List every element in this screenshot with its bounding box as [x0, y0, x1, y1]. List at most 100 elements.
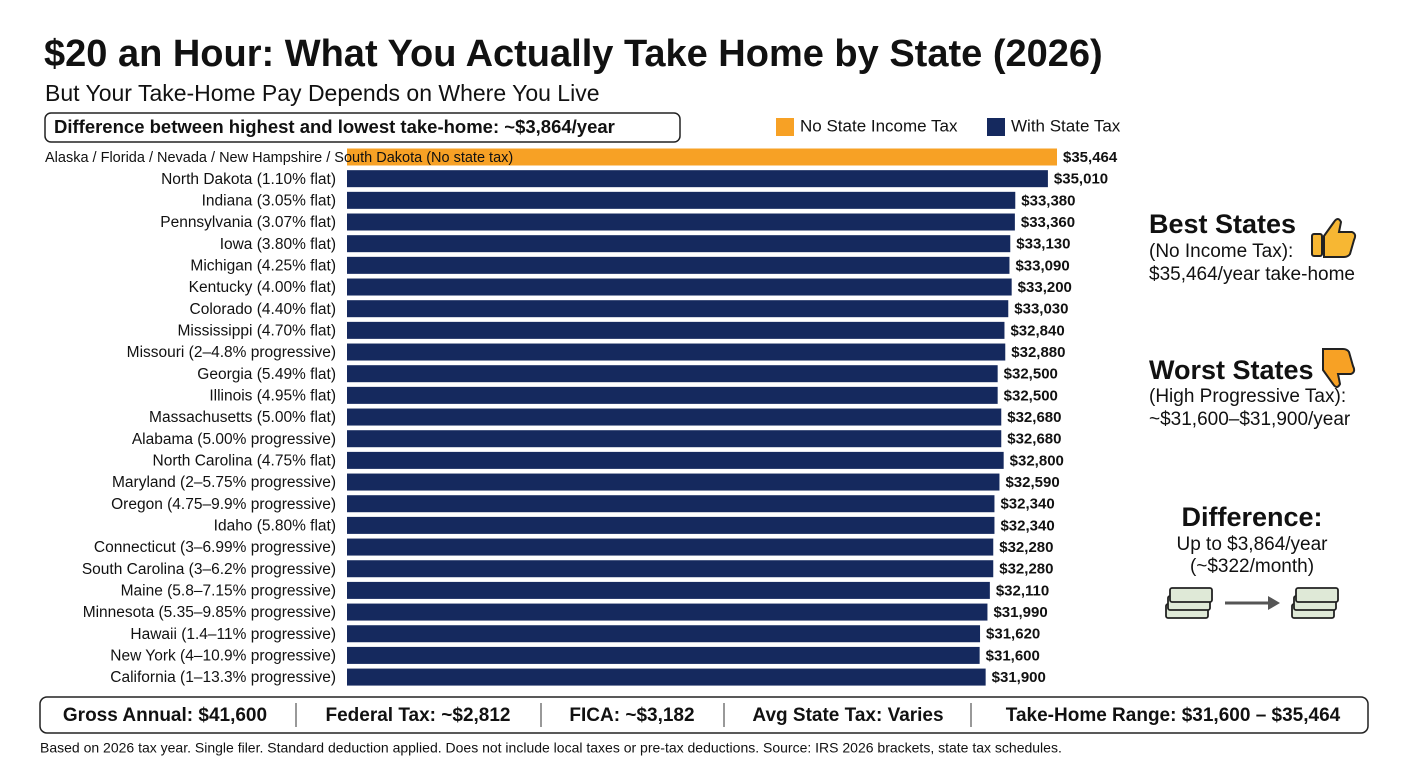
- bar: [347, 473, 1000, 491]
- bar: [347, 343, 1006, 361]
- bar: [347, 386, 998, 404]
- value-label: $33,200: [1018, 279, 1072, 296]
- thumbs-up-icon: [1311, 218, 1357, 258]
- panel-text: (No Income Tax):: [1149, 241, 1293, 262]
- bar: [347, 451, 1004, 469]
- category-label: Mississippi (4.70% flat): [178, 322, 337, 339]
- legend-label: No State Income Tax: [800, 116, 958, 135]
- money-icon: [1291, 587, 1339, 619]
- bar: [347, 235, 1011, 253]
- panel-heading: Best States: [1149, 209, 1296, 239]
- category-label: Alaska / Florida / Nevada / New Hampshir…: [45, 150, 513, 166]
- category-label: Pennsylvania (3.07% flat): [160, 214, 336, 231]
- category-label: Kentucky (4.00% flat): [189, 279, 336, 296]
- bar: [347, 278, 1012, 296]
- footnote: Based on 2026 tax year. Single filer. St…: [40, 740, 1062, 756]
- category-label: Oregon (4.75–9.9% progressive): [111, 496, 336, 513]
- legend-swatch: [776, 118, 794, 136]
- panel-heading: Worst States: [1149, 355, 1314, 385]
- value-label: $33,380: [1021, 192, 1075, 209]
- category-label: Hawaii (1.4–11% progressive): [130, 626, 336, 643]
- value-label: $32,280: [999, 539, 1053, 556]
- value-label: $31,600: [986, 647, 1040, 664]
- category-label: Connecticut (3–6.99% progressive): [94, 539, 336, 556]
- summary-dividers: [295, 703, 972, 727]
- panel-text: $35,464/year take-home: [1149, 264, 1355, 285]
- panel-text: (High Progressive Tax):: [1149, 386, 1346, 407]
- callout-box: [44, 112, 681, 143]
- money-icon: [1165, 587, 1213, 619]
- value-label: $31,900: [992, 669, 1046, 686]
- category-label: Missouri (2–4.8% progressive): [127, 344, 336, 361]
- category-label: Colorado (4.40% flat): [190, 301, 336, 318]
- value-label: $33,360: [1021, 214, 1075, 231]
- value-label: $32,280: [999, 561, 1053, 578]
- arrow: [1225, 596, 1280, 610]
- bar: [347, 213, 1015, 231]
- bar: [347, 148, 1057, 166]
- callout: Difference between highest and lowest ta…: [54, 116, 615, 137]
- panel-text: (~$322/month): [1190, 556, 1314, 577]
- category-label: North Dakota (1.10% flat): [161, 171, 336, 188]
- bar: [347, 300, 1009, 318]
- summary-item: Gross Annual: $41,600: [63, 705, 267, 726]
- value-label: $32,800: [1010, 452, 1064, 469]
- value-label: $32,340: [1000, 517, 1054, 534]
- value-label: $32,340: [1000, 496, 1054, 513]
- value-label: $33,130: [1016, 236, 1070, 253]
- bar: [347, 560, 994, 578]
- value-label: $32,590: [1005, 474, 1059, 491]
- bar: [347, 191, 1016, 209]
- bar: [347, 581, 990, 599]
- category-label: Maryland (2–5.75% progressive): [112, 474, 336, 491]
- summary-item: FICA: ~$3,182: [569, 705, 694, 726]
- bar: [347, 430, 1002, 448]
- value-label: $32,880: [1011, 344, 1065, 361]
- panel-text: ~$31,600–$31,900/year: [1149, 409, 1351, 430]
- category-label: Minnesota (5.35–9.85% progressive): [83, 604, 336, 621]
- value-label: $32,680: [1007, 431, 1061, 448]
- bar: [347, 256, 1010, 274]
- value-label: $31,620: [986, 626, 1040, 643]
- bar: [347, 365, 998, 383]
- value-label: $35,464: [1063, 149, 1118, 166]
- category-label: Michigan (4.25% flat): [190, 257, 336, 274]
- summary-item: Federal Tax: ~$2,812: [325, 705, 510, 726]
- summary-box: [39, 696, 1369, 734]
- bar: [347, 321, 1005, 339]
- bar: [347, 668, 986, 686]
- value-label: $35,010: [1054, 171, 1108, 188]
- value-label: $32,840: [1010, 322, 1064, 339]
- category-label: Idaho (5.80% flat): [214, 517, 336, 534]
- bar: [347, 646, 980, 664]
- category-label: Georgia (5.49% flat): [197, 366, 336, 383]
- legend-swatch: [987, 118, 1005, 136]
- bar: [347, 170, 1048, 188]
- value-label: $33,090: [1015, 257, 1069, 274]
- category-label: Maine (5.8–7.15% progressive): [121, 582, 336, 599]
- value-label: $32,110: [996, 582, 1049, 599]
- panel-heading: Difference:: [1181, 502, 1322, 532]
- value-label: $32,680: [1007, 409, 1061, 426]
- category-label: Illinois (4.95% flat): [209, 387, 336, 404]
- summary-item: Avg State Tax: Varies: [752, 705, 943, 726]
- value-label: $31,990: [993, 604, 1047, 621]
- category-label: California (1–13.3% progressive): [110, 669, 336, 686]
- bar: [347, 603, 988, 621]
- category-label: Iowa (3.80% flat): [220, 236, 336, 253]
- category-label: Indiana (3.05% flat): [202, 192, 336, 209]
- category-label: Alabama (5.00% progressive): [132, 431, 336, 448]
- category-label: North Carolina (4.75% flat): [153, 452, 337, 469]
- category-label: Massachusetts (5.00% flat): [149, 409, 336, 426]
- bar: [347, 495, 995, 513]
- thumbs-down-icon: [1322, 348, 1356, 388]
- value-label: $32,500: [1004, 387, 1058, 404]
- category-label: South Carolina (3–6.2% progressive): [82, 561, 336, 578]
- bar: [347, 538, 994, 556]
- legend-label: With State Tax: [1011, 116, 1121, 135]
- value-label: $32,500: [1004, 366, 1058, 383]
- chart-subtitle: But Your Take-Home Pay Depends on Where …: [45, 80, 600, 106]
- summary-item: Take-Home Range: $31,600 – $35,464: [1006, 705, 1341, 726]
- bar: [347, 625, 981, 643]
